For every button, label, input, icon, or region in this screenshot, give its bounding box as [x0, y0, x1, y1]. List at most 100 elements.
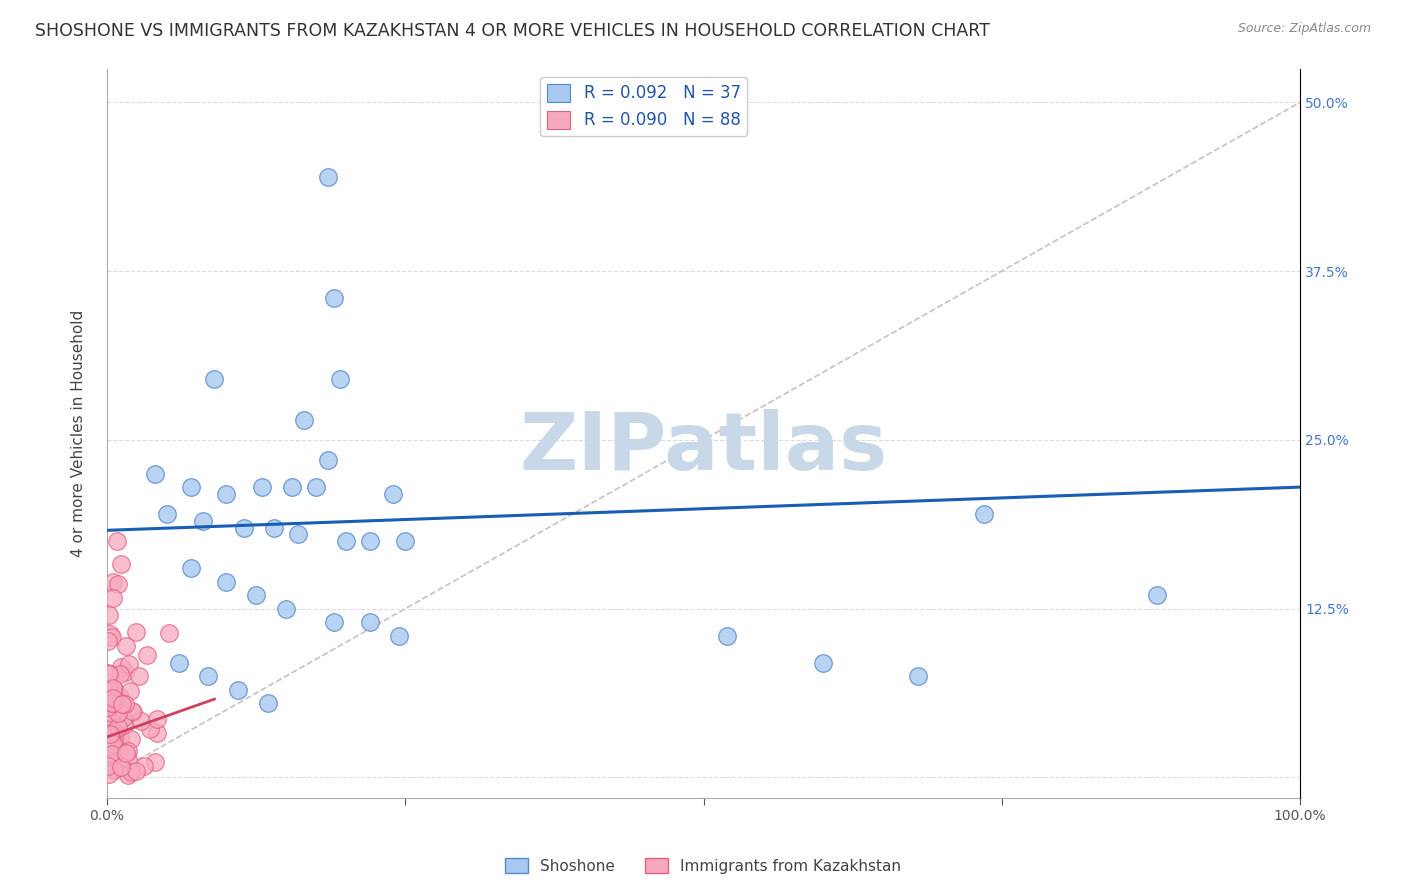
Point — [107, 720, 129, 734]
Point — [97, 633, 120, 648]
Point — [100, 740, 122, 755]
Point — [292, 412, 315, 426]
Point — [101, 574, 124, 589]
Point — [257, 696, 280, 710]
Point — [388, 629, 411, 643]
Point — [110, 693, 132, 707]
Point — [120, 764, 142, 779]
Point — [101, 706, 124, 721]
Point — [973, 507, 995, 521]
Point — [98, 756, 121, 770]
Point — [110, 760, 132, 774]
Point — [215, 574, 238, 589]
Point — [197, 669, 219, 683]
Point — [101, 591, 124, 606]
Point — [180, 480, 202, 494]
Point — [146, 712, 169, 726]
Point — [98, 693, 121, 707]
Point — [143, 467, 166, 481]
Point — [811, 656, 834, 670]
Point — [98, 747, 121, 762]
Point — [111, 711, 134, 725]
Point — [98, 696, 121, 710]
Point — [191, 514, 214, 528]
Point — [117, 768, 139, 782]
Point — [107, 727, 129, 741]
Point — [121, 705, 143, 719]
Point — [97, 696, 120, 710]
Point — [281, 480, 304, 494]
Point — [107, 738, 129, 752]
Point — [120, 684, 142, 698]
Point — [98, 690, 121, 705]
Point — [394, 534, 416, 549]
Point — [382, 487, 405, 501]
Point — [108, 667, 131, 681]
Point — [98, 767, 121, 781]
Point — [124, 764, 146, 779]
Point — [110, 557, 132, 571]
Legend: Shoshone, Immigrants from Kazakhstan: Shoshone, Immigrants from Kazakhstan — [499, 852, 907, 880]
Point — [114, 639, 136, 653]
Point — [105, 534, 128, 549]
Point — [359, 615, 381, 629]
Point — [101, 630, 124, 644]
Point — [138, 723, 160, 737]
Point — [167, 656, 190, 670]
Point — [335, 534, 357, 549]
Point — [316, 169, 339, 184]
Point — [97, 705, 120, 719]
Point — [97, 753, 120, 767]
Point — [716, 629, 738, 643]
Point — [101, 696, 124, 710]
Point — [136, 648, 159, 662]
Legend: R = 0.092   N = 37, R = 0.090   N = 88: R = 0.092 N = 37, R = 0.090 N = 88 — [540, 77, 748, 136]
Point — [117, 744, 139, 758]
Point — [110, 697, 132, 711]
Point — [128, 669, 150, 683]
Point — [97, 759, 120, 773]
Point — [100, 727, 122, 741]
Point — [114, 665, 136, 680]
Text: ZIPatlas: ZIPatlas — [519, 409, 887, 487]
Point — [1146, 588, 1168, 602]
Point — [322, 291, 344, 305]
Point — [97, 693, 120, 707]
Point — [97, 699, 120, 714]
Point — [329, 372, 352, 386]
Point — [117, 752, 139, 766]
Point — [112, 718, 135, 732]
Point — [103, 681, 125, 696]
Point — [104, 688, 127, 702]
Point — [907, 669, 929, 683]
Point — [204, 372, 226, 386]
Point — [110, 660, 132, 674]
Point — [114, 698, 136, 712]
Point — [121, 704, 143, 718]
Point — [101, 681, 124, 696]
Point — [107, 706, 129, 720]
Point — [245, 588, 267, 602]
Point — [131, 714, 153, 728]
Point — [97, 607, 120, 622]
Point — [359, 534, 381, 549]
Point — [97, 678, 120, 692]
Point — [110, 690, 132, 704]
Point — [143, 755, 166, 769]
Point — [250, 480, 273, 494]
Point — [104, 753, 127, 767]
Point — [103, 763, 125, 777]
Point — [107, 576, 129, 591]
Point — [98, 626, 121, 640]
Point — [274, 601, 297, 615]
Point — [105, 700, 128, 714]
Point — [101, 737, 124, 751]
Point — [101, 690, 124, 705]
Point — [125, 625, 148, 640]
Point — [215, 487, 238, 501]
Point — [118, 657, 141, 672]
Point — [263, 520, 285, 534]
Point — [108, 731, 131, 745]
Point — [98, 727, 121, 741]
Point — [316, 453, 339, 467]
